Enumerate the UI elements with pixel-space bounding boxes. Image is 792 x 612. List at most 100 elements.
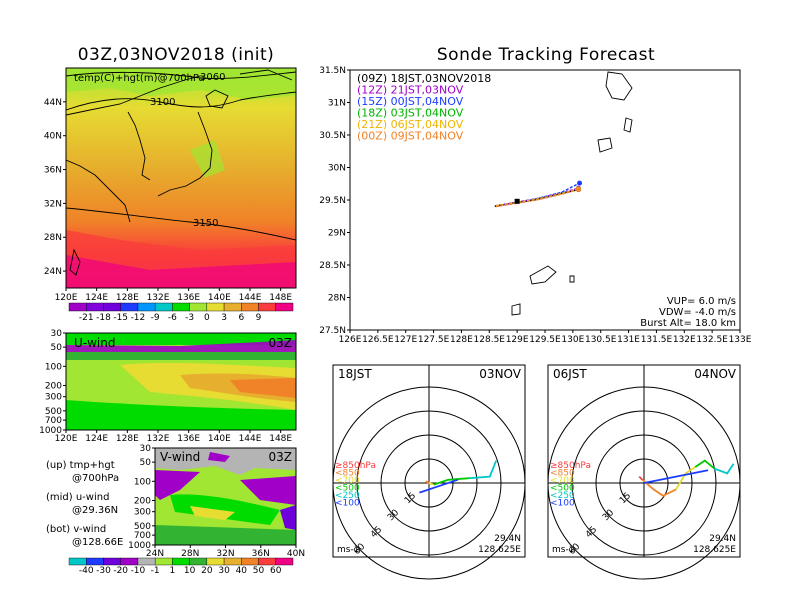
tracking-lon-tick-label: 126E [339, 335, 362, 345]
tracking-legend-entry: (21Z) 06JST,04NOV [357, 118, 464, 131]
map-lon-tick-label: 148E [269, 293, 292, 303]
wind-colorbar-swatch [206, 557, 225, 566]
vwind-y-tick-label: 200 [134, 496, 151, 506]
uwind-x-tick-label: 144E [239, 434, 262, 444]
wind-colorbar-swatch [154, 557, 173, 566]
temperature-colorbar-tick-label: -18 [96, 313, 111, 323]
hodograph-unit: ms-1 [337, 545, 359, 555]
tracking-lon-tick-label: 129E [506, 335, 529, 345]
vwind-y-tick-label: 50 [140, 458, 152, 468]
hodograph-level-label: <850 [335, 469, 360, 479]
uwind-y-tick-label: 1000 [39, 426, 62, 436]
wind-colorbar-swatch [86, 557, 104, 566]
hodograph-level-label: <500 [550, 484, 575, 494]
tracking-lon-tick-label: 132.5E [696, 335, 728, 345]
map-lat-tick-label: 32N [44, 199, 62, 209]
hodograph-lon: 128.625E [478, 545, 521, 555]
temperature-colorbar-tick-label: -15 [113, 313, 128, 323]
tracking-lon-tick-label: 128E [450, 335, 473, 345]
tracking-lat-tick-label: 29N [328, 229, 346, 239]
hodograph-trace [675, 466, 696, 490]
temperature-colorbar-tick-label: -21 [79, 313, 94, 323]
map-lon-tick-label: 120E [55, 293, 78, 303]
tracking-lon-tick-label: 126.5E [362, 335, 394, 345]
uwind-y-tick-label: 700 [45, 416, 62, 426]
temperature-colorbar-swatch [86, 302, 104, 312]
uwind-x-tick-label: 132E [147, 434, 170, 444]
hodograph-level-label: <850 [550, 469, 575, 479]
tracking-legend-entry: (00Z) 09JST,04NOV [357, 130, 464, 143]
tracking-lat-tick-label: 31N [328, 99, 346, 109]
map-lat-tick-label: 36N [44, 166, 62, 176]
tracking-lat-ticks: 27.5N 28N 28.5N 29N 29.5N 30N 30.5N 31N 31.5N [319, 66, 350, 336]
hodograph-lat: 29.4N [494, 534, 521, 544]
temperature-colorbar: -21 -18 -15 -12 -9 -6 -3 0 3 6 9 [68, 302, 294, 323]
vwind-x-tick-label: 40N [287, 549, 305, 559]
vwind-x-tick-label: 28N [181, 549, 199, 559]
map-lon-tick-label: 136E [177, 293, 200, 303]
map-lon-tick-label: 144E [239, 293, 262, 303]
wind-colorbar-swatch [137, 557, 156, 566]
contour-label-3060: 3060 [200, 72, 225, 83]
hodograph-level-label: <700 [550, 476, 575, 486]
vwind-field [155, 448, 296, 545]
uwind-field [66, 333, 296, 430]
wind-colorbar-swatch [172, 557, 190, 566]
tracking-legend-entry: (09Z) 18JST,03NOV2018 [357, 72, 491, 85]
wind-colorbar-tick-label: -10 [131, 566, 146, 576]
island-small-south [511, 303, 521, 316]
contour-label-3150: 3150 [193, 218, 218, 229]
wind-colorbar-tick-label: -30 [96, 566, 111, 576]
vwind-y-tick-label: 30 [140, 444, 152, 454]
map-lon-ticks: 120E 124E 128E 132E 136E 140E 144E 148E [55, 288, 292, 303]
wind-colorbar-tick-label: 60 [270, 566, 282, 576]
tracking-lon-tick-label: 129.5E [529, 335, 561, 345]
tracking-lat-tick-label: 31.5N [319, 66, 346, 76]
map-lon-tick-label: 132E [147, 293, 170, 303]
hodograph-time: 06JST [553, 367, 587, 381]
tracking-endpoint [575, 187, 581, 193]
temperature-colorbar-swatch [223, 302, 242, 312]
temperature-colorbar-swatch [189, 302, 208, 312]
map-lat-tick-label: 40N [44, 132, 62, 142]
tracking-lon-tick-label: 130.5E [585, 335, 617, 345]
map-title: 03Z,03NOV2018 (init) [78, 45, 275, 65]
hodograph-time: 18JST [338, 367, 372, 381]
param-vdw: VDW= -4.0 m/s [659, 307, 736, 318]
wind-colorbar-tick-label: 10 [184, 566, 196, 576]
temperature-colorbar-swatch [172, 302, 190, 312]
temperature-colorbar-swatch [241, 302, 259, 312]
wind-colorbar-swatch [223, 557, 242, 566]
uwind-y-tick-label: 200 [45, 381, 62, 391]
tracking-lon-tick-label: 128.5E [474, 335, 506, 345]
temperature-colorbar-swatch [137, 302, 156, 312]
island-north [605, 71, 633, 101]
wind-colorbar-swatch [258, 557, 276, 566]
wind-colorbar-swatch [189, 557, 208, 566]
tracking-lon-tick-label: 130E [561, 335, 584, 345]
tracking-title: Sonde Tracking Forecast [437, 45, 655, 65]
wind-colorbar-swatch [68, 557, 87, 566]
island-tanegashima [623, 117, 633, 133]
tracking-lat-tick-label: 28.5N [319, 261, 346, 271]
contour-3100 [66, 91, 296, 111]
tracking-lon-tick-label: 127E [394, 335, 417, 345]
vwind-x-tick-label: 24N [146, 549, 164, 559]
map-lat-tick-label: 44N [44, 98, 62, 108]
hodograph-level-label: <100 [550, 499, 575, 509]
temperature-colorbar-tick-label: -6 [168, 313, 177, 323]
wind-colorbar-tick-label: 50 [253, 566, 265, 576]
uwind-y-tick-label: 30 [51, 329, 63, 339]
temperature-colorbar-swatch [275, 302, 294, 312]
hodograph-lon: 128.625E [693, 545, 736, 555]
hodograph-level-label: <250 [550, 491, 575, 501]
tracking-endpoint [577, 180, 583, 186]
hodograph-level-label: <100 [335, 499, 360, 509]
temperature-colorbar-swatch [206, 302, 225, 312]
hodograph-trace [425, 480, 430, 484]
temperature-colorbar-swatch [68, 302, 87, 312]
hodograph-unit: ms-1 [552, 545, 574, 555]
